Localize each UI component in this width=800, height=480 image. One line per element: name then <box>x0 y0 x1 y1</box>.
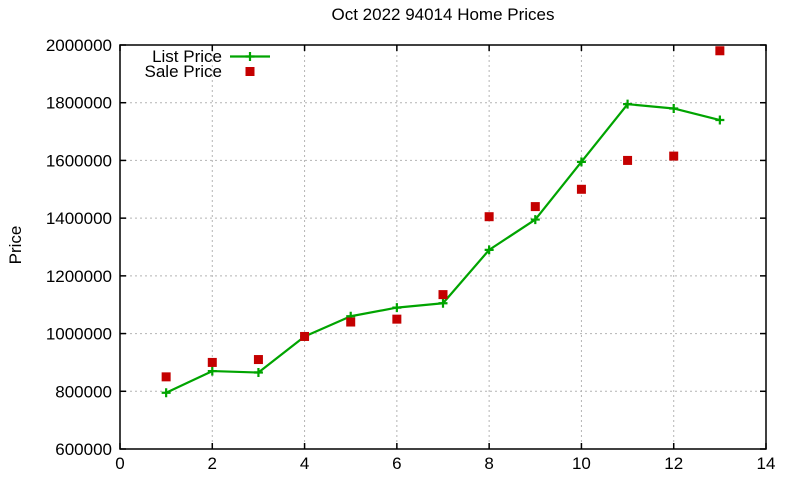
sale-price-marker <box>253 355 263 365</box>
sale-price-marker <box>669 151 679 161</box>
sale-price-marker <box>484 212 494 222</box>
y-tick-label: 800000 <box>55 382 112 401</box>
x-tick-label: 6 <box>392 454 401 473</box>
sale-price-marker <box>438 290 448 300</box>
list-price-marker <box>253 368 263 378</box>
plot-border <box>119 44 767 450</box>
list-price-marker <box>715 115 725 125</box>
legend-item-list-price: List Price <box>120 47 272 66</box>
sale-price-marker <box>530 202 540 212</box>
list-price-marker <box>161 388 171 398</box>
legend-label-sale-price: Sale Price <box>144 62 222 81</box>
list-price-marker <box>623 99 633 109</box>
x-tick-label: 0 <box>115 454 124 473</box>
list-price-marker <box>530 215 540 225</box>
y-tick-label: 2000000 <box>46 36 112 55</box>
x-tick-label: 8 <box>484 454 493 473</box>
sale-price-marker <box>715 46 725 56</box>
sale-price-marker <box>346 317 356 327</box>
y-tick-label: 1600000 <box>46 151 112 170</box>
x-tick-label: 12 <box>664 454 683 473</box>
sale-price-marker <box>161 372 171 382</box>
y-tick-label: 1000000 <box>46 325 112 344</box>
list-price-marker <box>669 103 679 113</box>
x-tick-label: 14 <box>757 454 776 473</box>
list-price-marker <box>484 245 494 255</box>
list-price-line-sample-icon <box>230 52 270 61</box>
legend: List Price Sale Price <box>120 47 272 81</box>
x-tick-label: 4 <box>300 454 309 473</box>
y-axis-title: Price <box>6 225 25 265</box>
chart-title: Oct 2022 94014 Home Prices <box>331 5 555 24</box>
y-tick-label: 600000 <box>55 440 112 459</box>
list-price-marker <box>438 298 448 308</box>
y-tick-label: 1800000 <box>46 94 112 113</box>
list-price-line <box>165 103 721 394</box>
sale-price-square-sample-icon <box>245 67 255 76</box>
sale-price-marker <box>576 184 586 194</box>
list-price-marker <box>392 303 402 313</box>
list-price-marker <box>207 366 217 376</box>
sale-price-marker <box>623 155 633 165</box>
x-tick-label: 10 <box>572 454 591 473</box>
list-price-marker <box>576 157 586 167</box>
legend-label-list-price: List Price <box>152 47 222 66</box>
sale-price-marker <box>300 331 310 341</box>
sale-price-marker <box>392 314 402 324</box>
x-tick-label: 2 <box>208 454 217 473</box>
y-tick-label: 1400000 <box>46 209 112 228</box>
y-tick-label: 1200000 <box>46 267 112 286</box>
legend-item-sale-price: Sale Price <box>120 62 272 81</box>
sale-price-marker <box>207 357 217 367</box>
